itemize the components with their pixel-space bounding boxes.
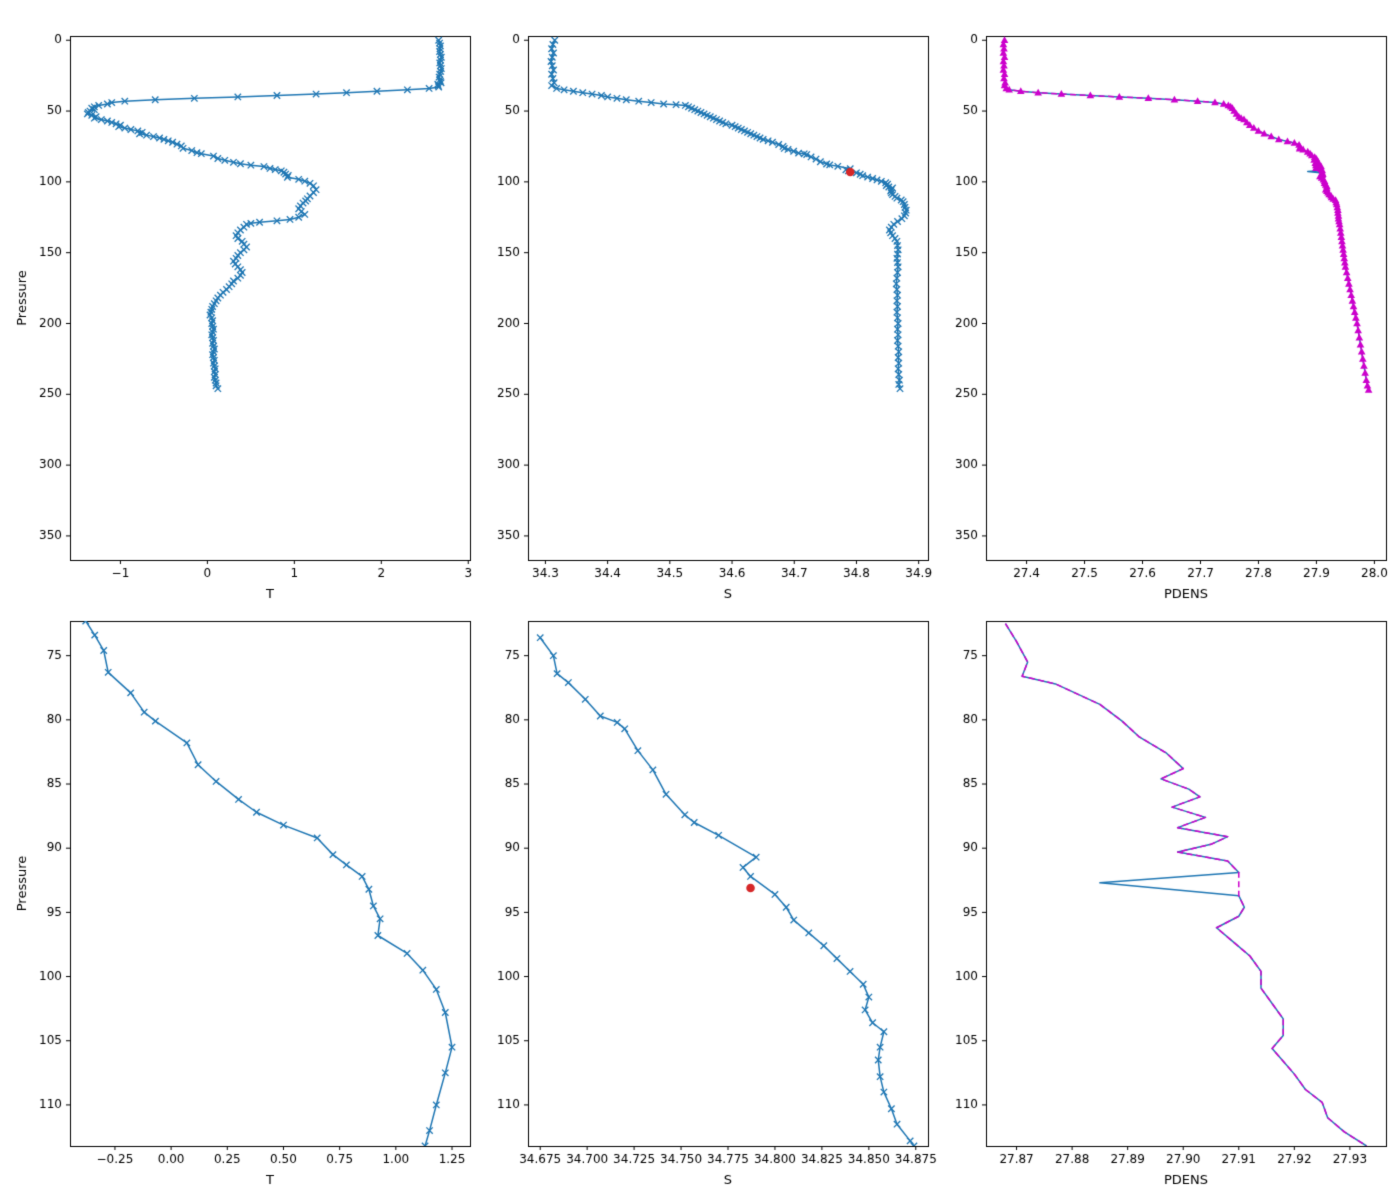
profile-plots-canvas: [0, 0, 1400, 1200]
profile-figure: 6903581 Profile: 176: [0, 0, 1400, 1200]
